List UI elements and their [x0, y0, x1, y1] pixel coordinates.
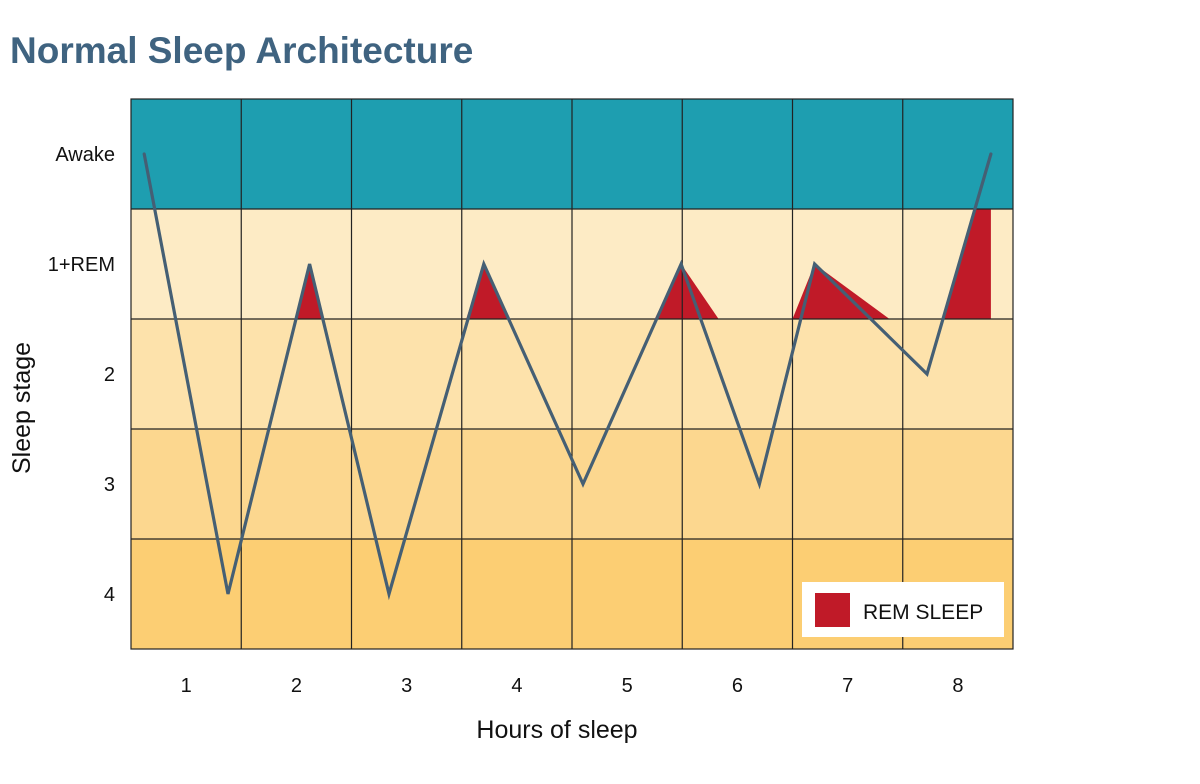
x-tick-label-3: 3 — [401, 675, 412, 697]
y-axis-title: Sleep stage — [8, 342, 36, 474]
legend-rem-swatch — [815, 593, 850, 627]
rem-period-2 — [466, 264, 511, 319]
x-tick-label-2: 2 — [291, 675, 302, 697]
x-tick-label-6: 6 — [732, 675, 743, 697]
rem-period-3 — [654, 264, 719, 319]
y-tick-label-3: 2 — [104, 364, 115, 386]
x-tick-label-7: 7 — [842, 675, 853, 697]
x-tick-label-4: 4 — [511, 675, 522, 697]
sleep-stage-line — [142, 152, 993, 601]
x-tick-label-8: 8 — [952, 675, 963, 697]
rem-period-1 — [296, 264, 322, 319]
legend-rem-label: REM SLEEP — [863, 601, 983, 624]
y-tick-label-4: 3 — [104, 474, 115, 496]
legend: REM SLEEP — [802, 582, 1004, 637]
rem-period-5 — [942, 209, 991, 319]
y-tick-label-1: Awake — [55, 144, 115, 166]
x-axis-title: Hours of sleep — [476, 716, 637, 744]
y-tick-label-2: 1+REM — [48, 254, 115, 276]
x-tick-label-1: 1 — [181, 675, 192, 697]
x-tick-label-5: 5 — [622, 675, 633, 697]
y-tick-label-5: 4 — [104, 584, 115, 606]
plot-frame — [130, 98, 1014, 650]
chart-title: Normal Sleep Architecture — [10, 30, 474, 71]
